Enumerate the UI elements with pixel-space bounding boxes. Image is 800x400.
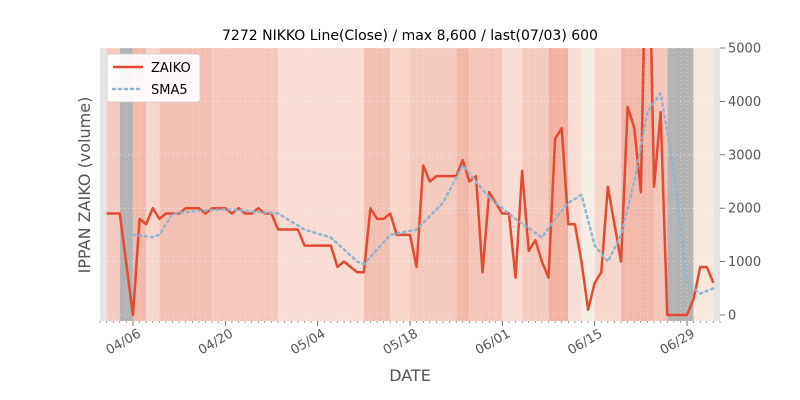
band-23 [713, 48, 720, 321]
band-19 [621, 48, 655, 321]
x-tick-label-4: 06/01 [473, 326, 513, 358]
legend-label-sma5: SMA5 [151, 83, 188, 98]
x-axis-label: DATE [389, 366, 431, 385]
y-tick-label-3: 3000 [728, 148, 761, 163]
legend: ZAIKO SMA5 [106, 53, 201, 103]
legend-label-zaiko: ZAIKO [151, 61, 191, 76]
x-tick-label-6: 06/29 [658, 326, 698, 358]
x-tick-label-2: 05/04 [288, 326, 328, 358]
x-tick-label-3: 05/18 [381, 326, 421, 358]
chart-title: 7272 NIKKO Line(Close) / max 8,600 / las… [222, 28, 598, 44]
y-tick-label-2: 2000 [728, 202, 761, 217]
y-tick-label-1: 1000 [728, 255, 761, 270]
series-line-sma5 [131, 92, 715, 295]
y-axis: 0 1000 2000 3000 4000 5000 [720, 42, 761, 324]
band-10 [410, 48, 457, 321]
band-22 [693, 48, 714, 321]
y-tick-label-4: 4000 [728, 95, 761, 110]
x-tick-label-5: 06/15 [565, 326, 605, 358]
band-0 [100, 48, 107, 321]
y-tick-label-0: 0 [728, 309, 736, 324]
band-12 [469, 48, 503, 321]
grid [100, 47, 720, 321]
x-tick-label-1: 04/20 [196, 326, 236, 358]
band-9 [390, 48, 410, 321]
y-axis-label: IPPAN ZAIKO (volume) [75, 97, 94, 274]
x-tick-label-0: 04/06 [104, 326, 144, 358]
band-15 [548, 48, 569, 321]
series-lines [106, 48, 715, 317]
band-7 [278, 48, 364, 321]
band-13 [502, 48, 523, 321]
y-tick-label-5: 5000 [728, 42, 761, 57]
x-axis: 04/06 04/20 05/04 05/18 06/01 06/15 06/29 [99, 321, 721, 358]
